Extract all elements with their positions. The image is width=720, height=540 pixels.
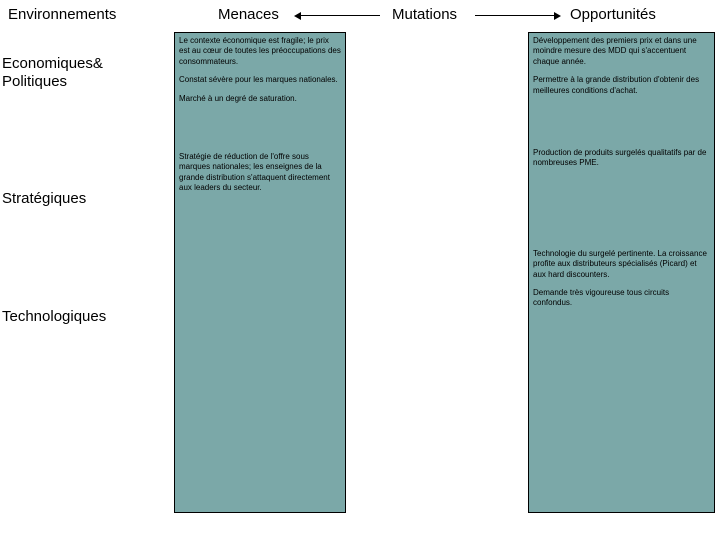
opp-p2: Permettre à la grande distribution d'obt… xyxy=(533,75,710,96)
menaces-p1: Le contexte économique est fragile; le p… xyxy=(179,36,341,67)
opp-p5: Demande très vigoureuse tous circuits co… xyxy=(533,288,710,309)
opportunites-box: Développement des premiers prix et dans … xyxy=(528,32,715,513)
row-technologiques: Technologiques xyxy=(2,308,106,325)
menaces-p3: Marché à un degré de saturation. xyxy=(179,94,341,104)
header-opportunites: Opportunités xyxy=(570,6,656,23)
row-strategiques: Stratégiques xyxy=(2,190,86,207)
menaces-box: Le contexte économique est fragile; le p… xyxy=(174,32,346,513)
header-environnements: Environnements xyxy=(8,6,116,23)
opp-p4: Technologie du surgelé pertinente. La cr… xyxy=(533,249,710,280)
menaces-p4: Stratégie de réduction de l'offre sous m… xyxy=(179,152,341,194)
opp-p3: Production de produits surgelés qualitat… xyxy=(533,148,710,169)
opp-p1: Développement des premiers prix et dans … xyxy=(533,36,710,67)
menaces-p2: Constat sévère pour les marques national… xyxy=(179,75,341,85)
arrow-mutations-to-menaces xyxy=(300,15,380,16)
header-mutations: Mutations xyxy=(392,6,457,23)
row-economiques-1: Economiques& xyxy=(2,55,103,72)
header-menaces: Menaces xyxy=(218,6,279,23)
arrow-mutations-to-opportunites xyxy=(475,15,555,16)
row-economiques-2: Politiques xyxy=(2,73,67,90)
